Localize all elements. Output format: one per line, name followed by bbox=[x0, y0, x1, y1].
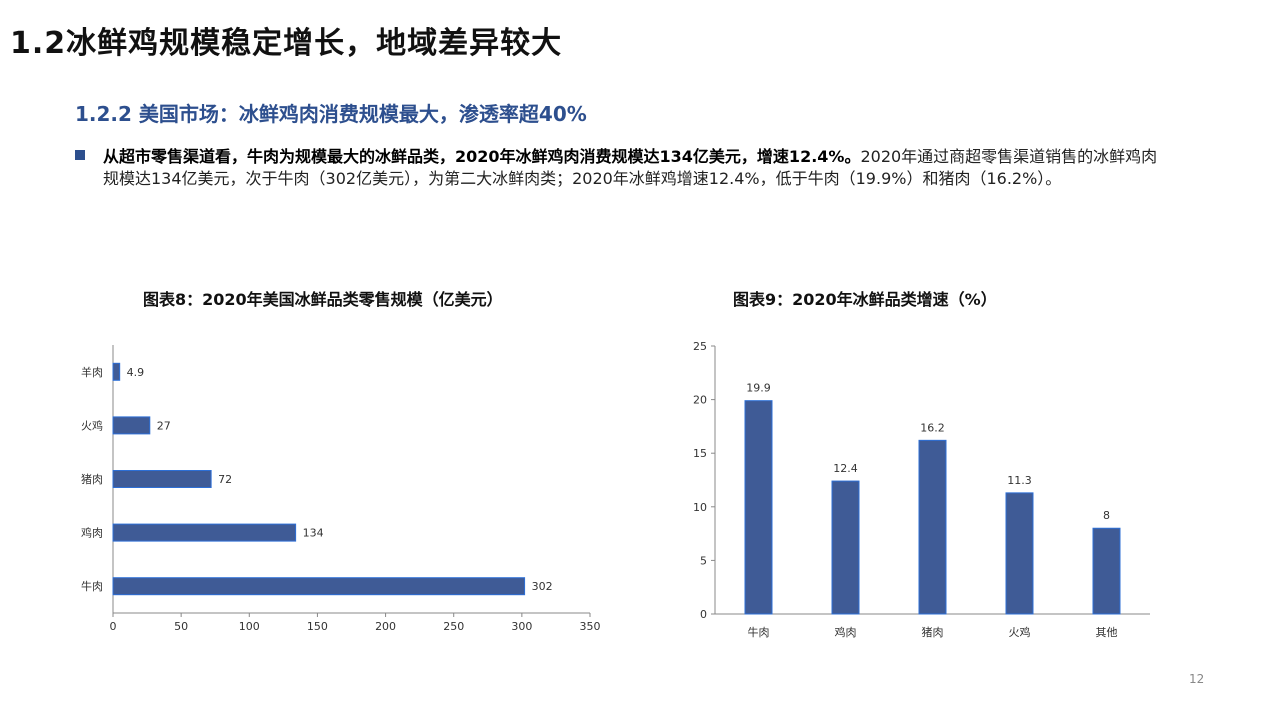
chart9-y-tick-label: 5 bbox=[700, 554, 707, 567]
chart8-x-tick-label: 350 bbox=[580, 620, 601, 633]
chart9-data-label: 8 bbox=[1103, 509, 1110, 522]
bullet-bold-text: 从超市零售渠道看，牛肉为规模最大的冰鲜品类，2020年冰鲜鸡肉消费规模达134亿… bbox=[103, 147, 861, 166]
chart9-bar bbox=[1092, 527, 1121, 615]
page-title: 1.2冰鲜鸡规模稳定增长，地域差异较大 bbox=[10, 26, 563, 61]
chart9-y-tick-label: 10 bbox=[693, 501, 707, 514]
chart8-bar bbox=[112, 362, 121, 381]
chart9-bar bbox=[744, 400, 773, 615]
chart9-bar bbox=[1005, 492, 1034, 615]
chart8-category-label: 猪肉 bbox=[81, 473, 103, 486]
chart8-x-tick-label: 300 bbox=[511, 620, 532, 633]
chart8-data-label: 302 bbox=[532, 580, 553, 593]
bullet-body-text: 2020年通过商超零售渠道销售的冰鲜鸡肉规模达134亿美元，次于牛肉（302亿美… bbox=[103, 147, 1158, 188]
chart8-data-label: 27 bbox=[157, 419, 171, 432]
chart9-category-label: 火鸡 bbox=[1009, 625, 1031, 639]
bullet-marker bbox=[75, 150, 85, 160]
chart8-bar bbox=[112, 523, 297, 542]
chart8-category-label: 火鸡 bbox=[81, 418, 103, 432]
chart9-category-label: 鸡肉 bbox=[835, 625, 857, 639]
chart9-title: 图表9：2020年冰鲜品类增速（%） bbox=[733, 290, 997, 309]
chart9-category-label: 其他 bbox=[1096, 626, 1118, 639]
chart9-category-label: 牛肉 bbox=[748, 625, 770, 639]
chart8-x-tick-label: 0 bbox=[110, 620, 117, 633]
section-title: 1.2.2 美国市场：冰鲜鸡肉消费规模最大，渗透率超40% bbox=[75, 102, 587, 126]
chart8-x-tick-label: 250 bbox=[443, 620, 464, 633]
chart9-data-label: 19.9 bbox=[746, 382, 771, 395]
chart8-category-label: 鸡肉 bbox=[81, 526, 103, 540]
chart9-bar bbox=[918, 439, 947, 615]
chart8-data-label: 4.9 bbox=[127, 366, 145, 379]
chart8-x-tick-label: 200 bbox=[375, 620, 396, 633]
chart8-x-tick-label: 150 bbox=[307, 620, 328, 633]
chart8-bar bbox=[112, 470, 212, 488]
chart9-data-label: 16.2 bbox=[920, 421, 945, 434]
chart8-x-tick-label: 50 bbox=[174, 620, 188, 633]
chart8-x-tick-label: 100 bbox=[239, 620, 260, 633]
chart9-y-tick-label: 25 bbox=[693, 340, 707, 353]
chart8-category-label: 羊肉 bbox=[81, 365, 103, 379]
chart9-data-label: 12.4 bbox=[833, 462, 858, 475]
chart8-data-label: 134 bbox=[303, 527, 324, 540]
bullet-paragraph: 从超市零售渠道看，牛肉为规模最大的冰鲜品类，2020年冰鲜鸡肉消费规模达134亿… bbox=[103, 146, 1163, 190]
chart9-category-label: 猪肉 bbox=[922, 626, 944, 639]
chart9-y-tick-label: 20 bbox=[693, 394, 707, 407]
chart9-y-tick-label: 0 bbox=[700, 608, 707, 621]
chart8-title: 图表8：2020年美国冰鲜品类零售规模（亿美元） bbox=[143, 290, 503, 309]
chart8-bar bbox=[112, 577, 526, 596]
page-number: 12 bbox=[1189, 672, 1205, 686]
chart9-y-tick-label: 15 bbox=[693, 447, 707, 460]
chart8-data-label: 72 bbox=[218, 473, 232, 486]
chart9-bar bbox=[831, 480, 860, 615]
chart8-category-label: 牛肉 bbox=[81, 579, 103, 593]
chart9-data-label: 11.3 bbox=[1007, 474, 1032, 487]
chart8-bar bbox=[112, 416, 151, 435]
